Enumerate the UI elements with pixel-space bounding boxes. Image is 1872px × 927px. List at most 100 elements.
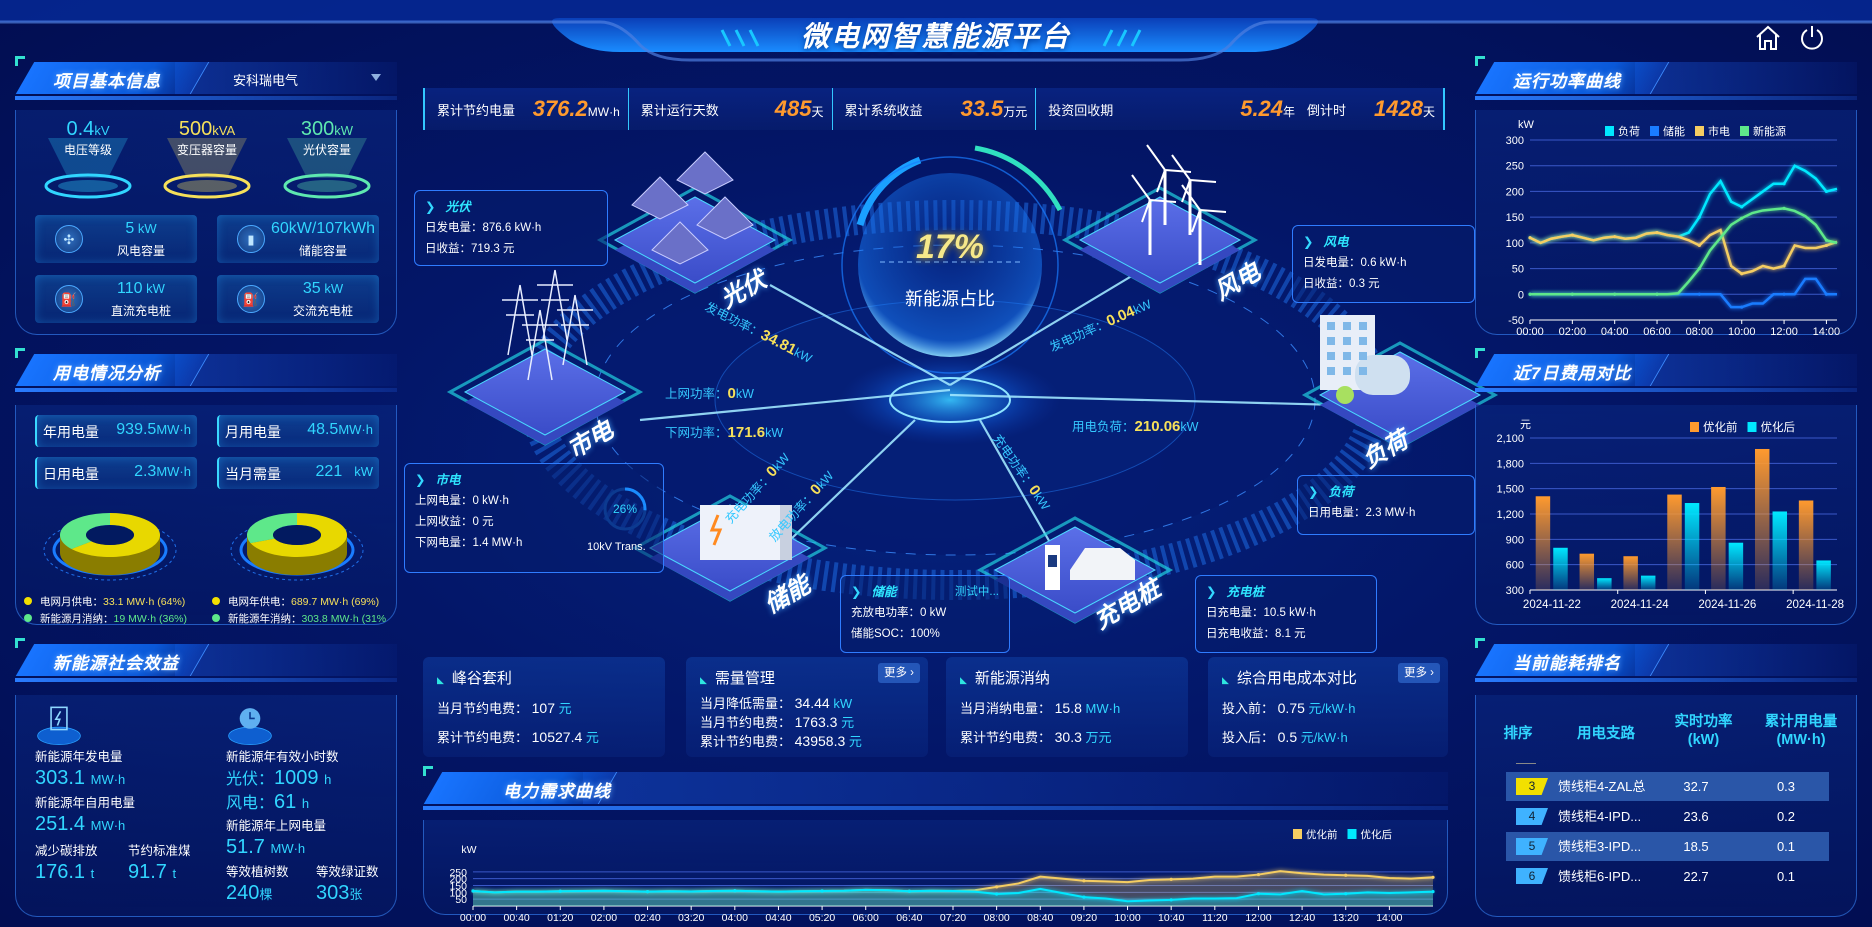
node-pv[interactable] <box>596 151 794 294</box>
bar-优化后-2024-11-28[interactable] <box>1816 560 1831 590</box>
data-point <box>1782 264 1786 268</box>
legend-item[interactable]: 优化前 <box>1690 420 1738 434</box>
legend-item[interactable]: 优化前 <box>1293 828 1338 841</box>
ranking-row[interactable]: 4 馈线柜4-IPD... 23.6 0.2 <box>1506 802 1829 831</box>
flow-line <box>949 393 1341 407</box>
node-grid[interactable] <box>446 269 644 446</box>
solar-panel-icon <box>651 221 709 265</box>
capacity-card-0: ✣ 5 kW 风电容量 <box>35 215 197 263</box>
series-line-市电[interactable] <box>1529 228 1838 276</box>
legend-item[interactable]: 储能 <box>1650 124 1685 138</box>
more-button[interactable]: 更多 › <box>1397 663 1440 683</box>
legend-label: 电网年供电： <box>228 596 291 608</box>
bar-优化前-2024-11-26[interactable] <box>1711 486 1726 590</box>
donut-slice[interactable] <box>60 513 110 550</box>
charger-icon: ⛽ <box>55 285 83 313</box>
row-value: 1763.3 <box>794 714 838 730</box>
x-tick-label: 08:40 <box>1027 912 1053 924</box>
section-title: 用电情况分析 <box>53 364 161 383</box>
capacity-value: 35 <box>302 280 321 297</box>
bar-优化前-2024-11-28[interactable] <box>1798 500 1814 590</box>
node-load[interactable] <box>1301 315 1499 449</box>
clock-icon <box>228 708 272 746</box>
data-point <box>471 889 475 893</box>
node-storage[interactable] <box>631 494 829 602</box>
branch-energy: 0.2 <box>1776 809 1796 824</box>
donut-legend-item: 电网年供电：689.7 MW·h (69%) <box>212 594 386 609</box>
legend-item[interactable]: 新能源 <box>1740 124 1786 138</box>
flow-line <box>949 261 1156 386</box>
legend-label: 负荷 <box>1618 124 1640 138</box>
ranking-row[interactable]: 5 馈线柜3-IPD... 18.5 0.1 <box>1506 832 1829 861</box>
info-box-title: 负荷 <box>1308 482 1464 503</box>
bar-优化前-2024-11-27[interactable] <box>1754 448 1770 590</box>
section-header-usage: 用电情况分析 <box>15 348 397 392</box>
bar-优化后-2024-11-26[interactable] <box>1728 542 1744 590</box>
bar-优化后-2024-11-25[interactable] <box>1684 503 1700 590</box>
bar-优化后-2024-11-22[interactable] <box>1553 547 1568 590</box>
y-tick-label: 1,800 <box>1496 458 1524 470</box>
company-select[interactable]: 安科瑞电气 <box>233 73 299 88</box>
power-icon[interactable] <box>1798 24 1826 52</box>
y-axis-label: 元 <box>1520 419 1531 431</box>
card-row: 投入前： 0.75 元/kW·h <box>1222 694 1434 723</box>
bar-优化前-2024-11-22[interactable] <box>1535 496 1551 590</box>
data-point <box>733 889 737 893</box>
node-wind[interactable] <box>1061 144 1259 294</box>
stat-value: 33.5 <box>960 96 1004 121</box>
bar-优化前-2024-11-23[interactable] <box>1579 553 1595 590</box>
row-unit: 元/kW·h <box>1300 730 1348 745</box>
data-point <box>1824 238 1829 242</box>
data-point <box>1824 243 1829 248</box>
row-value: 0.5 <box>1277 729 1298 745</box>
legend-swatch <box>1605 126 1614 136</box>
ranking-row[interactable]: 3 馈线柜4-ZAL总 32.7 0.3 <box>1506 772 1829 801</box>
more-button[interactable]: 更多 › <box>877 663 920 683</box>
stat-label: 累计节约电量 <box>437 102 516 118</box>
row-unit: 元 <box>585 730 599 745</box>
ranking-row[interactable]: 6 馈线柜6-IPD... 22.7 0.1 <box>1506 862 1829 884</box>
section-header-ranking: 当前能耗排名 <box>1475 638 1857 682</box>
capacity-value: 60kW/107kWh <box>270 220 376 237</box>
series-line-优化后[interactable] <box>472 887 1434 903</box>
row-label: 当月降低需量： <box>700 696 792 711</box>
metric-pedestal-icon <box>283 138 371 199</box>
legend-item[interactable]: 优化后 <box>1347 828 1393 841</box>
home-icon[interactable] <box>1754 24 1782 52</box>
legend-item[interactable]: 负荷 <box>1605 124 1640 138</box>
row-label: 累计节约电费： <box>437 730 529 745</box>
donut-slice[interactable] <box>246 513 297 544</box>
info-box-title: 市电 <box>415 470 653 491</box>
cert-stat: 303张 <box>316 881 362 907</box>
series-line-负荷[interactable] <box>1529 164 1838 245</box>
legend-swatch <box>1347 829 1357 839</box>
ranking-header-row: 排序 用电支路 实时功率 (kW) 累计用电量 (MW·h) <box>1476 713 1856 763</box>
usage-unit: MW·h <box>156 422 191 437</box>
chevron-down-icon[interactable] <box>371 74 381 81</box>
data-point <box>1082 879 1086 883</box>
legend-item[interactable]: 市电 <box>1695 124 1730 138</box>
metric-label: 变压器容量 <box>176 143 237 157</box>
legend-label: 新能源年消纳： <box>228 613 302 625</box>
data-point <box>1431 875 1435 879</box>
y-axis-label: kW <box>1518 119 1535 131</box>
donut-slice[interactable] <box>71 513 160 557</box>
legend-swatch <box>1740 126 1749 136</box>
series-line-储能[interactable] <box>1530 277 1837 309</box>
coal-label: 节约标准煤 <box>128 844 191 858</box>
globe-ring <box>841 156 1059 374</box>
card-row: 当月节约电费： 107 元 <box>437 694 651 723</box>
bar-优化后-2024-11-23[interactable] <box>1597 578 1612 590</box>
gen-label: 新能源年发电量 <box>35 750 123 764</box>
series-line-新能源[interactable] <box>1530 207 1838 296</box>
legend-item[interactable]: 优化后 <box>1747 420 1796 434</box>
bar-优化后-2024-11-24[interactable] <box>1640 575 1656 590</box>
bar-优化前-2024-11-24[interactable] <box>1623 556 1638 590</box>
bar-优化后-2024-11-27[interactable] <box>1772 511 1788 590</box>
bar-优化前-2024-11-25[interactable] <box>1667 494 1682 590</box>
capacity-card-3: ⛽ 35 kW 交流充电桩 <box>217 275 379 323</box>
donut-slice[interactable] <box>250 513 347 557</box>
ranking-list[interactable]: 3 馈线柜4-ZAL总 32.7 0.3 4 馈线柜4-IPD... 23.6 0… <box>1506 772 1831 884</box>
node-charger[interactable] <box>976 516 1174 624</box>
